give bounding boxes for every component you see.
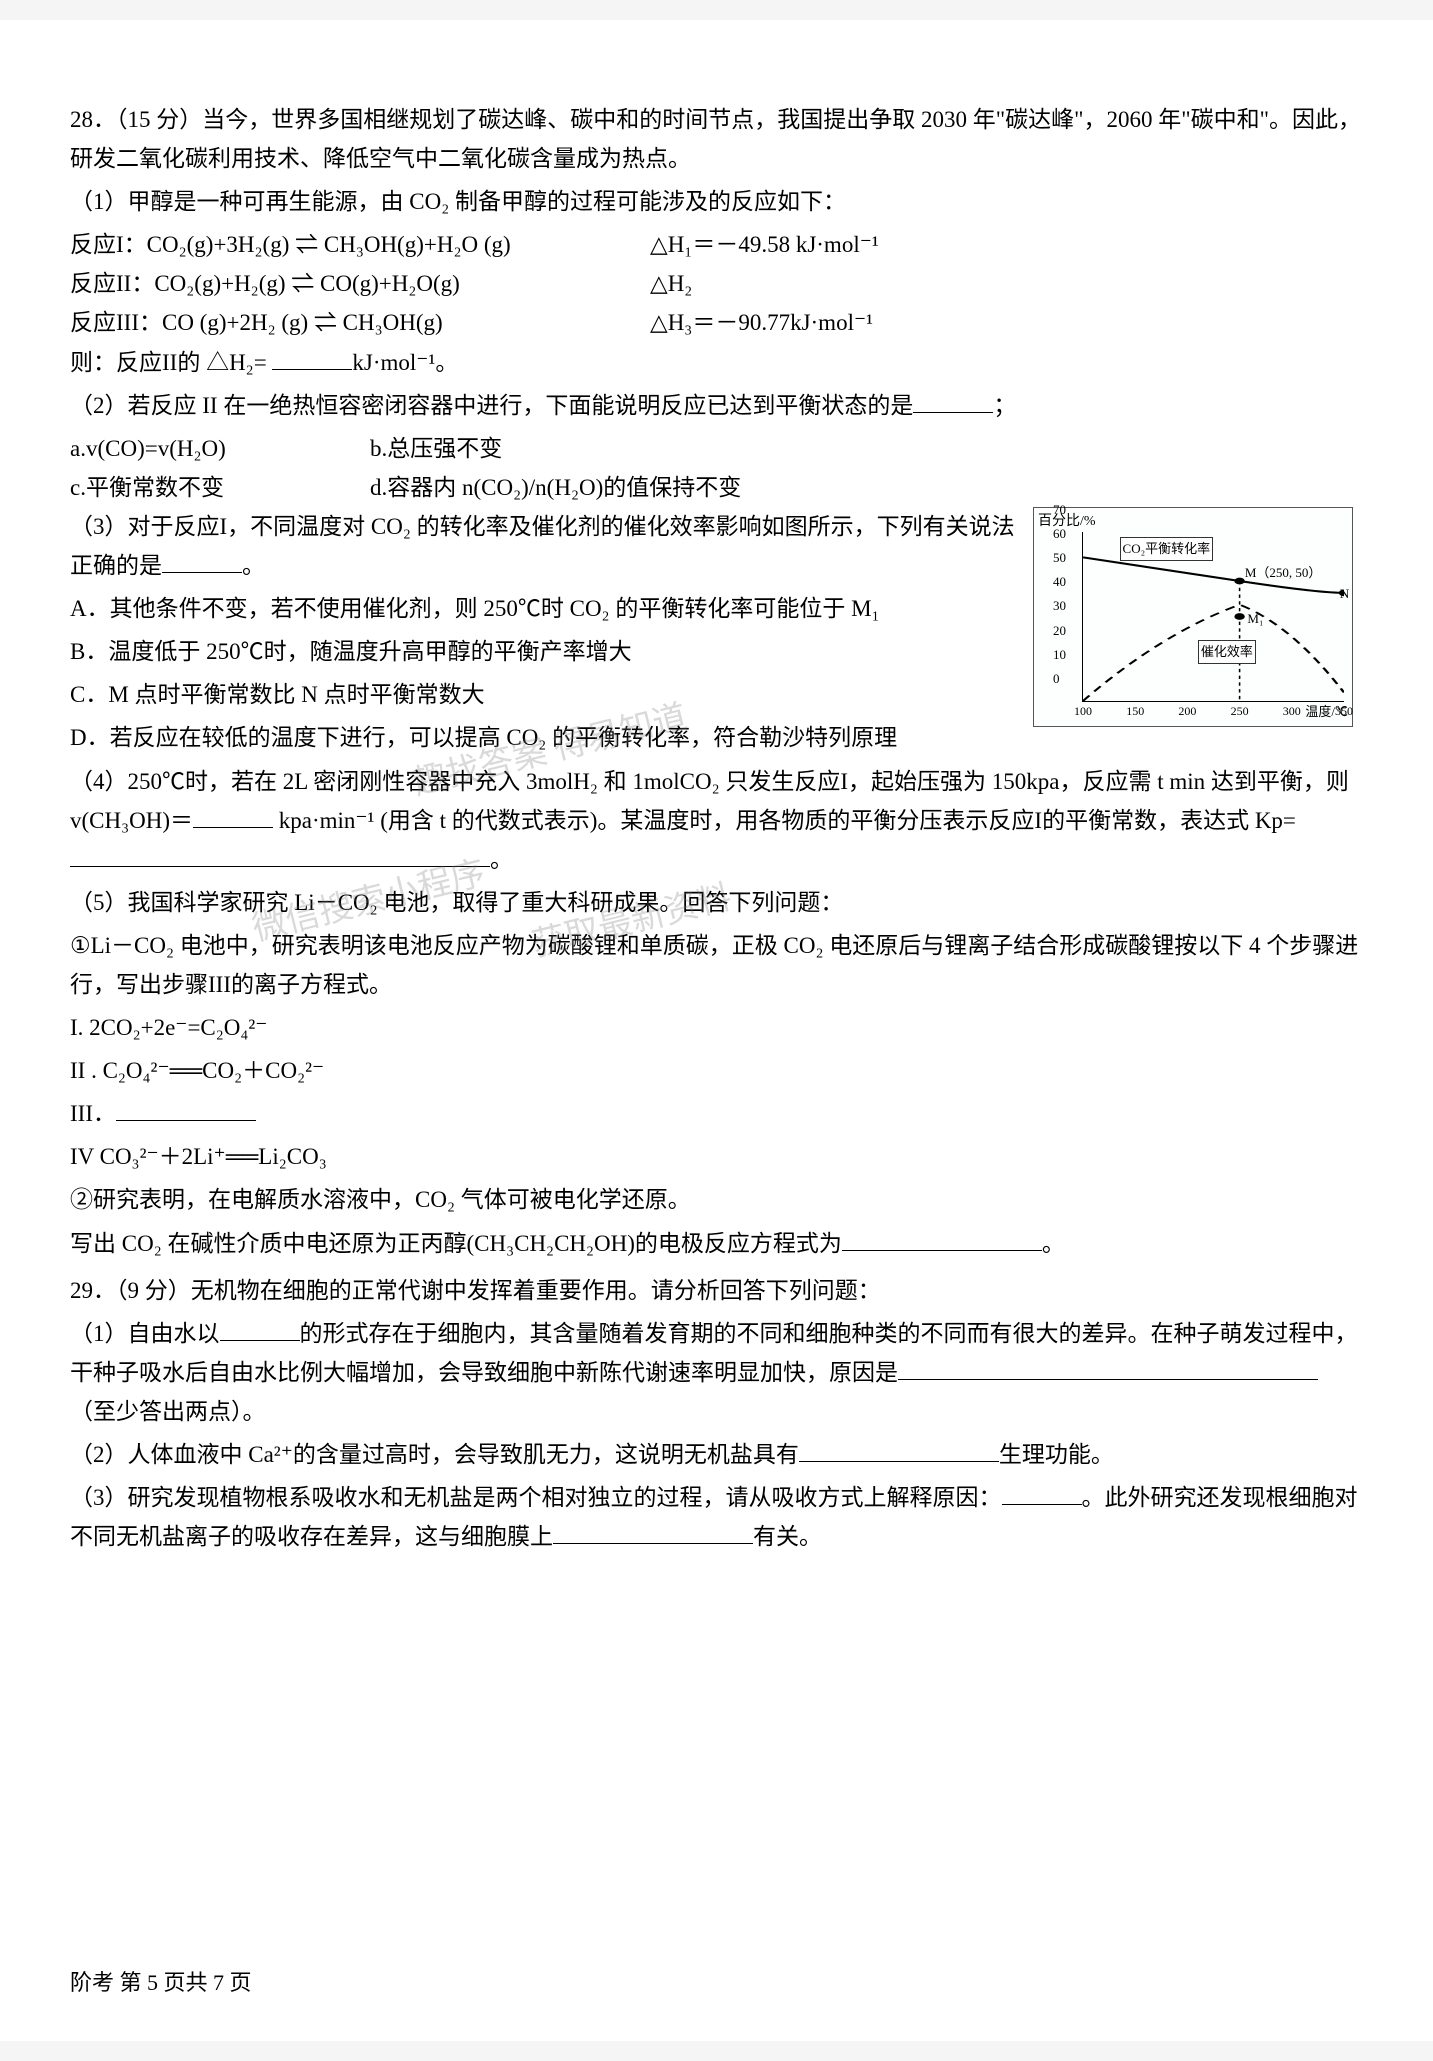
q29-header: 29．（9 分）无机物在细胞的正常代谢中发挥着重要作用。请分析回答下列问题： bbox=[70, 1271, 1363, 1310]
q28-p4: 趣找答案 得易知道 （4）250℃时，若在 2L 密闭刚性容器中充入 3molH… bbox=[70, 762, 1363, 879]
chart-plot: 0 10 20 30 40 50 60 70 100 150 200 250 3… bbox=[1082, 532, 1344, 702]
blank-dh2 bbox=[272, 347, 352, 370]
q28-eq1: 反应I：CO₂(g)+3H₂(g) ⇌ CH₃OH(g)+H₂O (g) △H₁… bbox=[70, 225, 1363, 264]
xtick-4: 300 bbox=[1283, 701, 1301, 721]
p2-semi: ； bbox=[993, 393, 1016, 418]
p3-post: 。 bbox=[242, 553, 265, 578]
p2-text: （2）若反应 II 在一绝热恒容密闭容器中进行，下面能说明反应已达到平衡状态的是 bbox=[70, 393, 913, 418]
eq1-right: △H₁＝－49.58 kJ·mol⁻¹ bbox=[650, 225, 1363, 264]
point-m1-dot bbox=[1234, 613, 1244, 620]
q28-p5-1: ①Li－CO₂ 电池中，研究表明该电池反应产物为碳酸锂和单质碳，正极 CO₂ 电… bbox=[70, 926, 1363, 1004]
xtick-3: 250 bbox=[1231, 701, 1249, 721]
xtick-1: 150 bbox=[1126, 701, 1144, 721]
p2c: c.平衡常数不变 bbox=[70, 468, 370, 507]
p3A: A．其他条件不变，若不使用催化剂，则 250℃时 CO₂ 的平衡转化率可能位于 … bbox=[70, 589, 1021, 628]
p2b: b.总压强不变 bbox=[370, 429, 1363, 468]
blank-p2 bbox=[913, 390, 993, 413]
ytick-0: 0 bbox=[1053, 668, 1060, 690]
curve1-label: CO₂平衡转化率 bbox=[1120, 537, 1214, 561]
p3D: D．若反应在较低的温度下进行，可以提高 CO₂ 的平衡转化率，符合勒沙特列原理 bbox=[70, 718, 1021, 757]
p5-text: （5）我国科学家研究 Li－CO₂ 电池，取得了重大科研成果。回答下列问题： bbox=[70, 890, 843, 915]
p2b: 生理功能。 bbox=[999, 1442, 1114, 1467]
p3B: B．温度低于 250℃时，随温度升高甲醇的平衡产率增大 bbox=[70, 632, 1021, 671]
p5-2end: 。 bbox=[1042, 1231, 1065, 1256]
chart-col: 百分比/% 0 10 20 30 40 50 60 70 100 150 bbox=[1033, 507, 1363, 762]
eq2-right: △H₂ bbox=[650, 264, 1363, 303]
q28-eq3: 反应III：CO (g)+2H₂ (g) ⇌ CH₃OH(g) △H₃＝－90.… bbox=[70, 303, 1363, 342]
q28-p5-2: ②研究表明，在电解质水溶液中，CO₂ 气体可被电化学还原。 bbox=[70, 1180, 1363, 1219]
exam-page: 28．（15 分）当今，世界多国相继规划了碳达峰、碳中和的时间节点，我国提出争取… bbox=[0, 20, 1433, 2041]
question-28: 28．（15 分）当今，世界多国相继规划了碳达峰、碳中和的时间节点，我国提出争取… bbox=[70, 100, 1363, 1263]
p2a: a.v(CO)=v(H₂O) bbox=[70, 429, 370, 468]
p3C: C．M 点时平衡常数比 N 点时平衡常数大 bbox=[70, 675, 1021, 714]
ytick-2: 20 bbox=[1053, 619, 1066, 641]
ytick-3: 30 bbox=[1053, 595, 1066, 617]
q28-p5-2b: 写出 CO₂ 在碱性介质中电还原为正丙醇(CH₃CH₂CH₂OH)的电极反应方程… bbox=[70, 1224, 1363, 1263]
curve2-label: 催化效率 bbox=[1198, 640, 1256, 664]
step2: II . C₂O₄²⁻══CO₂＋CO₂²⁻ bbox=[70, 1051, 1363, 1090]
ytick-6: 60 bbox=[1053, 523, 1066, 545]
step3-pre: III． bbox=[70, 1101, 116, 1126]
p5-2b-text: 写出 CO₂ 在碱性介质中电还原为正丙醇(CH₃CH₂CH₂OH)的电极反应方程… bbox=[70, 1231, 842, 1256]
q29-p2: （2）人体血液中 Ca²⁺的含量过高时，会导致肌无力，这说明无机盐具有 生理功能。 bbox=[70, 1435, 1363, 1474]
p1a: （1）自由水以 bbox=[70, 1321, 220, 1346]
blank-step3 bbox=[116, 1098, 256, 1121]
q29-p3: （3）研究发现植物根系吸收水和无机盐是两个相对独立的过程，请从吸收方式上解释原因… bbox=[70, 1478, 1363, 1556]
step4: IV CO₃²⁻＋2Li⁺══Li₂CO₃ bbox=[70, 1137, 1363, 1176]
point-m-dot bbox=[1234, 578, 1244, 585]
point-n-label: N bbox=[1340, 583, 1349, 605]
page-footer: 阶考 第 5 页共 7 页 bbox=[70, 1964, 252, 2001]
point-m1-label: M₁ bbox=[1247, 608, 1263, 630]
chart-ylabel: 百分比/% bbox=[1038, 510, 1096, 534]
p4a-end: 。 bbox=[490, 847, 513, 872]
blank-29-2 bbox=[799, 1439, 999, 1462]
ytick-4: 40 bbox=[1053, 571, 1066, 593]
p3-pre-line: （3）对于反应I，不同温度对 CO₂ 的转化率及催化剂的催化效率影响如图所示，下… bbox=[70, 507, 1021, 585]
blank-kp bbox=[70, 844, 490, 867]
q28-p3-section: （3）对于反应I，不同温度对 CO₂ 的转化率及催化剂的催化效率影响如图所示，下… bbox=[70, 507, 1363, 762]
q29-p1: （1）自由水以的形式存在于细胞内，其含量随着发育期的不同和细胞种类的不同而有很大… bbox=[70, 1314, 1363, 1431]
xtick-2: 200 bbox=[1178, 701, 1196, 721]
ytick-1: 10 bbox=[1053, 644, 1066, 666]
question-29: 29．（9 分）无机物在细胞的正常代谢中发挥着重要作用。请分析回答下列问题： （… bbox=[70, 1271, 1363, 1557]
then-post: kJ·mol⁻¹。 bbox=[352, 350, 458, 375]
ytick-7: 70 bbox=[1053, 499, 1066, 521]
step3: III． bbox=[70, 1094, 1363, 1133]
blank-29-3a bbox=[1002, 1482, 1082, 1505]
blank-29-3b bbox=[553, 1521, 753, 1544]
point-m-label: M（250, 50） bbox=[1245, 562, 1322, 584]
p1c: （至少答出两点）。 bbox=[70, 1399, 266, 1424]
p2a: （2）人体血液中 Ca²⁺的含量过高时，会导致肌无力，这说明无机盐具有 bbox=[70, 1442, 799, 1467]
blank-29-1a bbox=[220, 1318, 300, 1341]
q28-then: 则：反应II的 △H₂= kJ·mol⁻¹。 bbox=[70, 343, 1363, 382]
blank-29-1b bbox=[898, 1357, 1318, 1380]
q28-p2-row2: c.平衡常数不变 d.容器内 n(CO₂)/n(H₂O)的值保持不变 bbox=[70, 468, 1363, 507]
q28-p2: （2）若反应 II 在一绝热恒容密闭容器中进行，下面能说明反应已达到平衡状态的是… bbox=[70, 386, 1363, 425]
eq1-left: 反应I：CO₂(g)+3H₂(g) ⇌ CH₃OH(g)+H₂O (g) bbox=[70, 225, 650, 264]
q28-p1: （1）甲醇是一种可再生能源，由 CO₂ 制备甲醇的过程可能涉及的反应如下： bbox=[70, 182, 1363, 221]
p3a: （3）研究发现植物根系吸收水和无机盐是两个相对独立的过程，请从吸收方式上解释原因… bbox=[70, 1485, 1002, 1510]
p4a-unit: kpa·min⁻¹ (用含 t 的代数式表示)。某温度时，用各物质的平衡分压表示… bbox=[273, 808, 1296, 833]
eq3-right: △H₃＝－90.77kJ·mol⁻¹ bbox=[650, 303, 1363, 342]
p3-text-col: （3）对于反应I，不同温度对 CO₂ 的转化率及催化剂的催化效率影响如图所示，下… bbox=[70, 507, 1021, 762]
q28-p5: 微信搜索小程序 获取最新资料 （5）我国科学家研究 Li－CO₂ 电池，取得了重… bbox=[70, 883, 1363, 922]
step1: I. 2CO₂+2e⁻=C₂O₄²⁻ bbox=[70, 1008, 1363, 1047]
q28-eq2: 反应II：CO₂(g)+H₂(g) ⇌ CO(g)+H₂O(g) △H₂ bbox=[70, 264, 1363, 303]
xtick-0: 100 bbox=[1074, 701, 1092, 721]
then-pre: 则：反应II的 △H₂= bbox=[70, 350, 272, 375]
blank-electrode bbox=[842, 1228, 1042, 1251]
blank-p3 bbox=[162, 550, 242, 573]
eq3-left: 反应III：CO (g)+2H₂ (g) ⇌ CH₃OH(g) bbox=[70, 303, 650, 342]
blank-v bbox=[193, 805, 273, 828]
chart-box: 百分比/% 0 10 20 30 40 50 60 70 100 150 bbox=[1033, 507, 1353, 727]
ytick-5: 50 bbox=[1053, 547, 1066, 569]
q28-p2-row1: a.v(CO)=v(H₂O) b.总压强不变 bbox=[70, 429, 1363, 468]
p3c: 有关。 bbox=[753, 1524, 822, 1549]
chart-xlabel: 温度/℃ bbox=[1305, 701, 1348, 723]
q28-header: 28．（15 分）当今，世界多国相继规划了碳达峰、碳中和的时间节点，我国提出争取… bbox=[70, 100, 1363, 178]
p2d: d.容器内 n(CO₂)/n(H₂O)的值保持不变 bbox=[370, 468, 1363, 507]
eq2-left: 反应II：CO₂(g)+H₂(g) ⇌ CO(g)+H₂O(g) bbox=[70, 264, 650, 303]
